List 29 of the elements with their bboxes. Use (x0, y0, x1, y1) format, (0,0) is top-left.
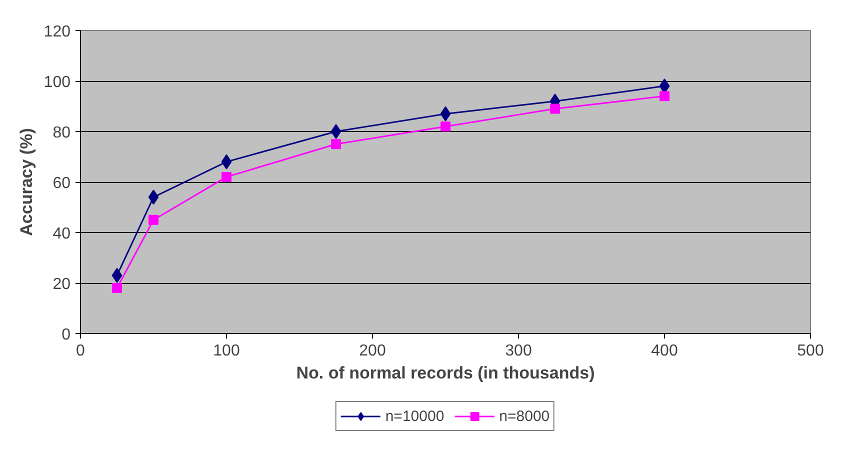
point (148, 190, 159, 205)
y-tick-label: 120 (44, 24, 71, 40)
point (112, 268, 122, 283)
x-axis-title: No. of normal records (in thousands) (296, 364, 595, 382)
point (221, 154, 232, 170)
point (112, 283, 122, 294)
point (660, 91, 670, 102)
point (440, 121, 450, 132)
point (148, 214, 158, 225)
y-axis-title: Accuracy (%) (16, 128, 36, 236)
point (550, 104, 560, 114)
x-tick-label: 500 (797, 342, 824, 360)
x-tick-label: 300 (505, 342, 532, 360)
point (331, 139, 341, 150)
y-tick-label: 80 (52, 124, 71, 142)
point (440, 106, 451, 122)
y-tick-label: 0 (62, 326, 71, 344)
legend-label: n=10000 (385, 408, 444, 424)
y-tick-label: 100 (44, 74, 71, 91)
y-tick-label: 40 (52, 226, 71, 242)
x-tick-label: 0 (76, 342, 86, 360)
y-tick-label: 60 (52, 175, 71, 192)
x-tick-label: 400 (651, 342, 678, 360)
point (222, 172, 232, 182)
x-tick-label: 100 (213, 342, 240, 360)
legend-label: n=8000 (499, 408, 550, 424)
x-tick-label: 200 (359, 342, 386, 360)
y-tick-label: 20 (52, 276, 71, 293)
point (330, 124, 342, 139)
